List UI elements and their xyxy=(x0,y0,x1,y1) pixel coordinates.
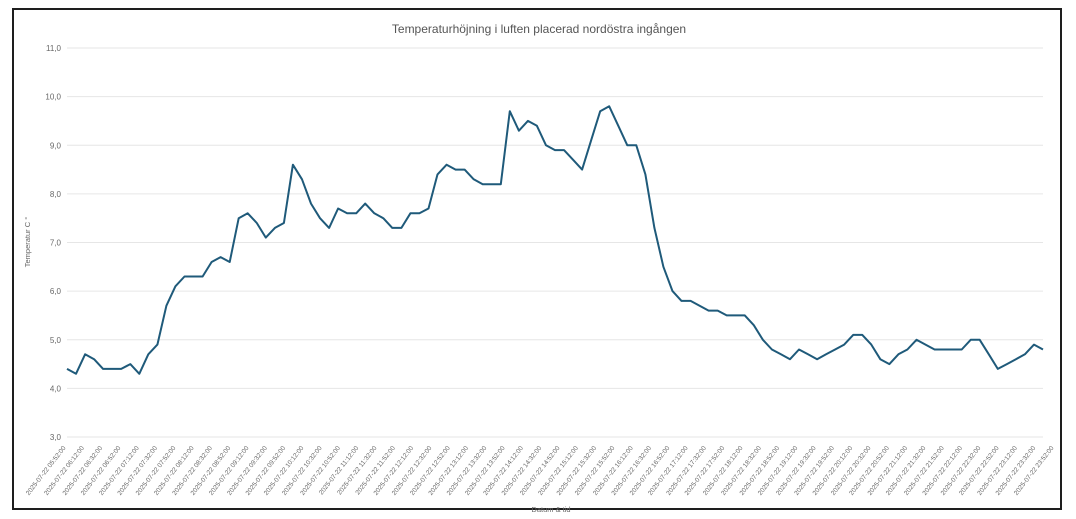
chart-frame xyxy=(12,8,1062,510)
y-tick-label: 7,0 xyxy=(50,239,62,248)
y-axis-label: Temperatur C ° xyxy=(23,217,32,268)
y-tick-label: 3,0 xyxy=(50,433,62,442)
chart-title: Temperaturhöjning i luften placerad nord… xyxy=(392,22,686,36)
y-tick-label: 10,0 xyxy=(45,93,61,102)
y-tick-label: 9,0 xyxy=(50,141,62,150)
y-tick-label: 5,0 xyxy=(50,336,62,345)
series-line-temperature xyxy=(66,105,1044,375)
y-tick-label: 8,0 xyxy=(50,190,62,199)
y-tick-label: 4,0 xyxy=(50,384,62,393)
x-axis-label: Datum & tid xyxy=(531,505,570,514)
y-tick-label: 6,0 xyxy=(50,287,62,296)
y-axis-ticks: 3,0 4,0 5,0 6,0 7,0 8,0 9,0 10,0 11,0 xyxy=(45,44,61,442)
y-tick-label: 11,0 xyxy=(46,44,62,53)
gridlines xyxy=(67,47,1043,438)
